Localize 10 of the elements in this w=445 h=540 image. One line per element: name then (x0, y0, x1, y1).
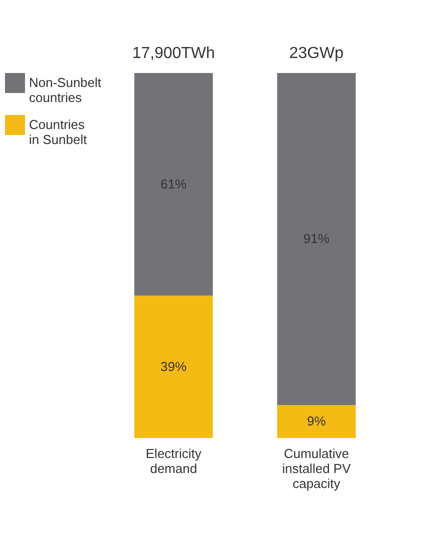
legend-label: Countries in Sunbelt (29, 117, 88, 147)
annotation: 17,900TWh (132, 45, 215, 62)
x-tick-label: Cumulative installed PV capacity (282, 446, 352, 491)
data-label: 39% (160, 358, 188, 374)
data-label: 61% (160, 176, 188, 192)
annotation: 23GWp (289, 45, 344, 62)
data-label: 91% (303, 231, 330, 246)
x-tick-label: Electricity demand (146, 446, 202, 476)
data-label: 9% (307, 414, 326, 429)
legend-label: Non-Sunbelt countries (29, 75, 102, 105)
